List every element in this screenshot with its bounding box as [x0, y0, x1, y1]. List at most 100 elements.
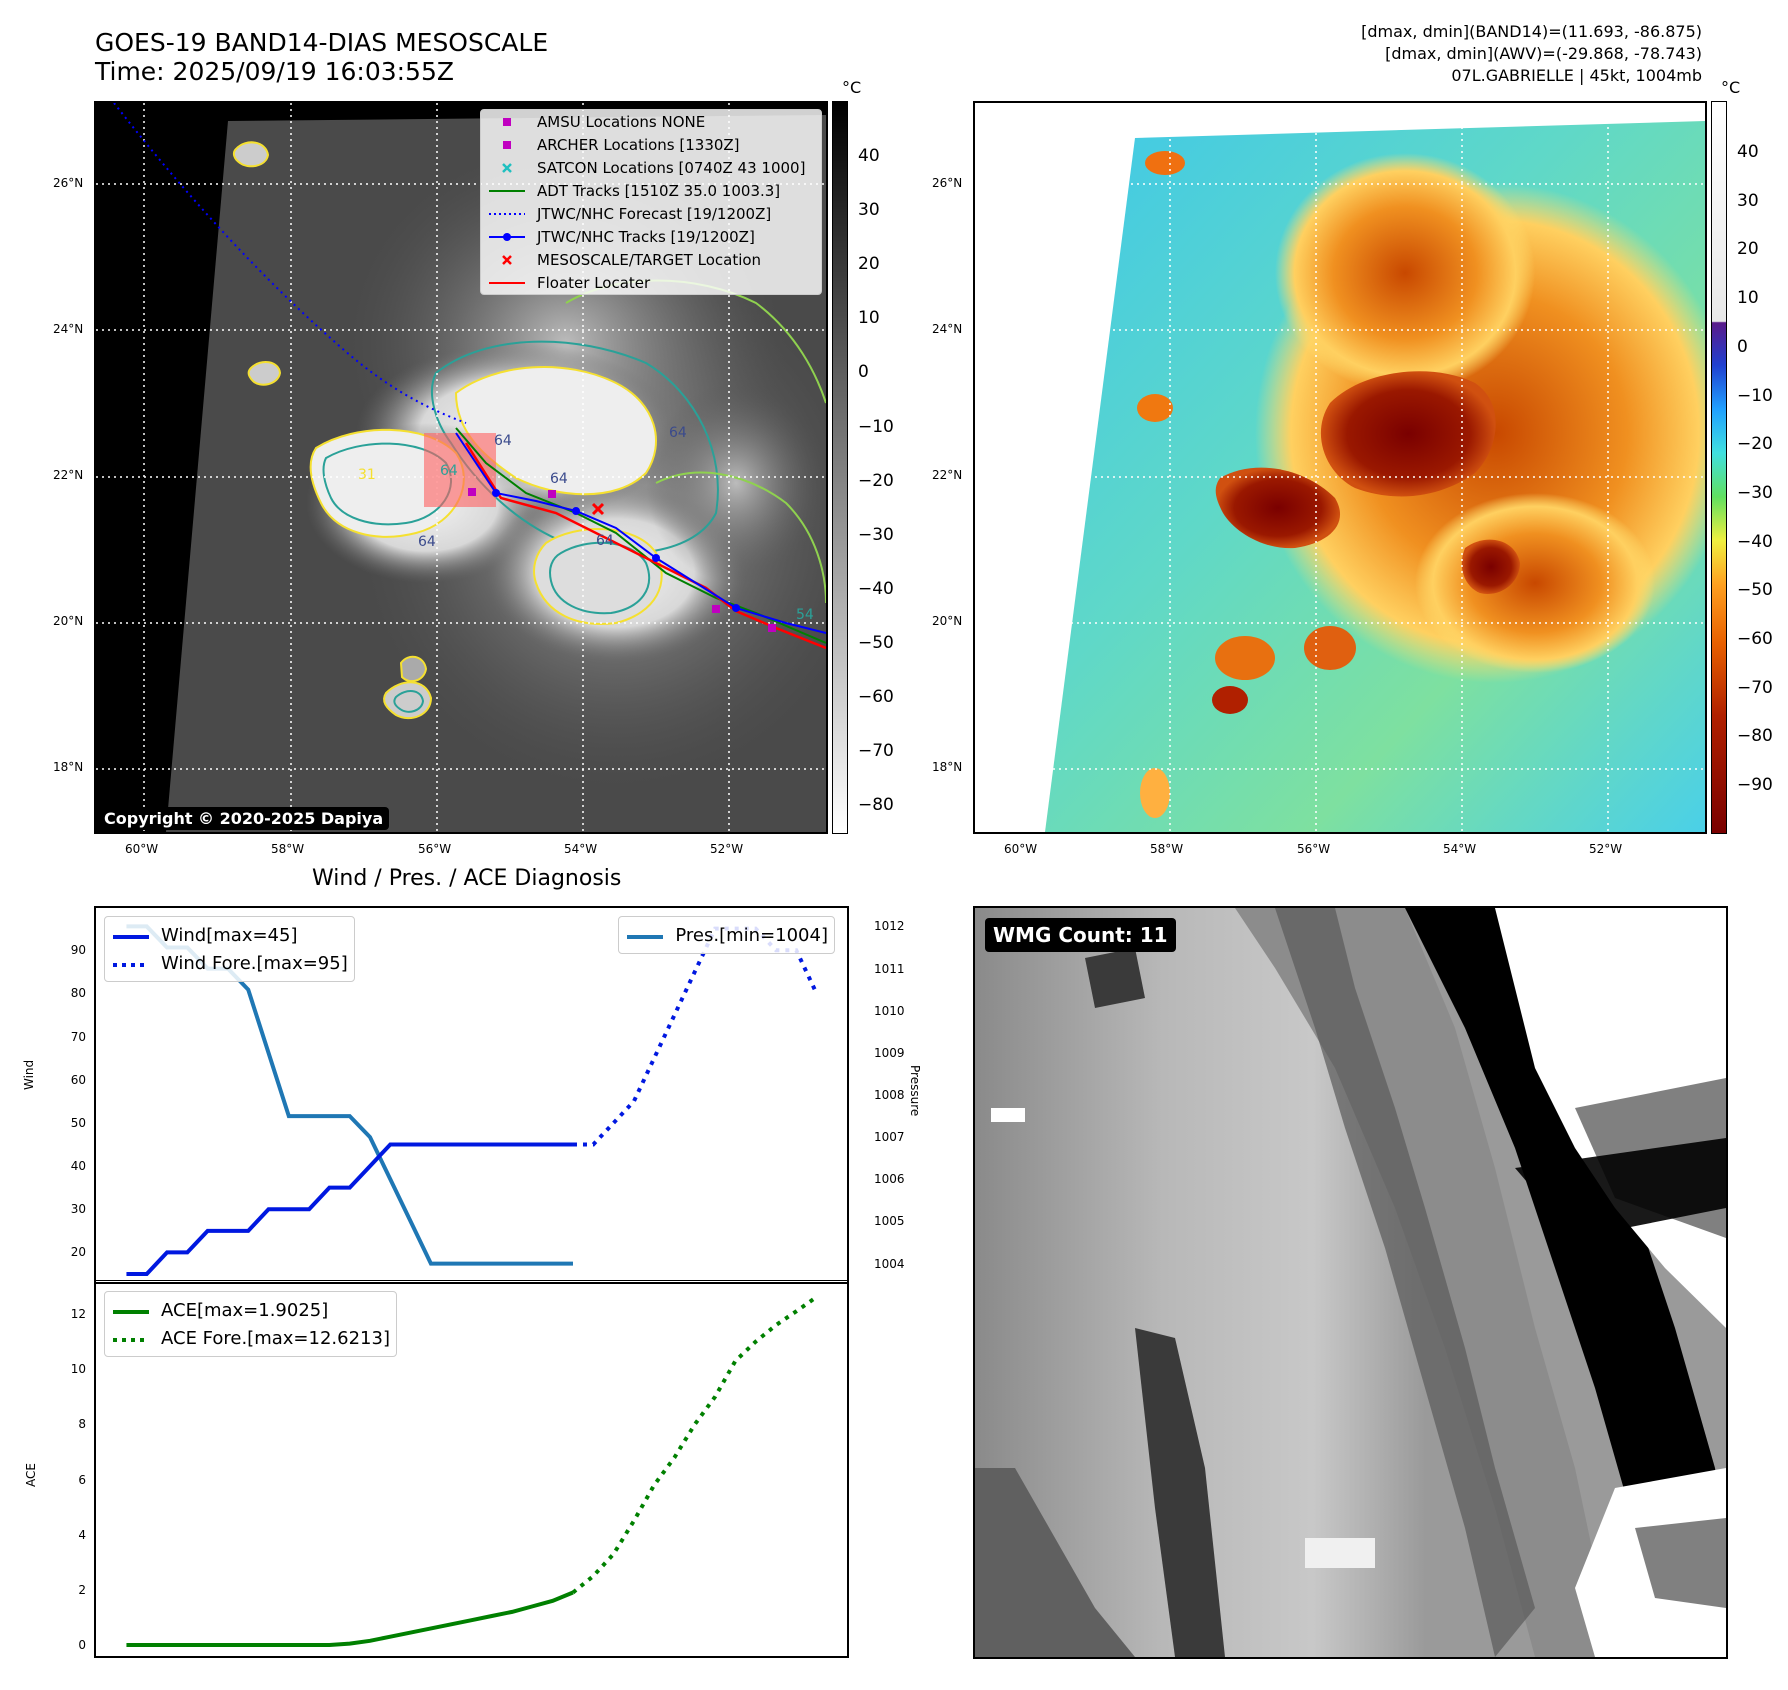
- legend-label: Wind[max=45]: [161, 924, 298, 946]
- legend-item: Pres.[min=1004]: [619, 921, 834, 949]
- info-line-awv: [dmax, dmin](AWV)=(-29.868, -78.743): [1385, 44, 1702, 63]
- lon-label: 58°W: [1150, 842, 1184, 856]
- legend-label: Pres.[min=1004]: [675, 924, 828, 946]
- square-marker-icon: [487, 115, 527, 129]
- lon-label: 58°W: [271, 842, 305, 856]
- colorbar-tick-label: 10: [858, 308, 880, 329]
- colorbar-tick-label: −30: [858, 524, 894, 545]
- ace-tick-label: 12: [70, 1307, 86, 1322]
- lat-label: 26°N: [53, 176, 84, 190]
- legend-item: Wind Fore.[max=95]: [105, 949, 354, 977]
- wind-forecast-line: [572, 926, 819, 1147]
- awv-map-panel: [973, 101, 1707, 834]
- pressure-tick-label: 1012: [874, 919, 905, 934]
- wmg-count-badge: WMG Count: 11: [985, 918, 1176, 952]
- pressure-tick-label: 1005: [874, 1214, 905, 1229]
- colorbar-tick-label: −80: [858, 795, 894, 816]
- dotted-line-icon: [111, 1331, 151, 1345]
- lat-label: 22°N: [53, 468, 84, 482]
- colorbar-tick-label: −20: [1737, 434, 1773, 455]
- lon-label: 56°W: [1297, 842, 1331, 856]
- ace-tick-label: 8: [78, 1417, 86, 1432]
- legend-item: ACE[max=1.9025]: [105, 1296, 396, 1324]
- wind-tick-label: 40: [70, 1159, 86, 1174]
- wind-tick-label: 20: [70, 1245, 86, 1260]
- colorbar-tick-label: 40: [858, 146, 880, 166]
- lat-label: 26°N: [932, 176, 963, 190]
- solid-line-icon: [111, 1303, 151, 1317]
- lon-label: 54°W: [564, 842, 598, 856]
- wind-tick-label: 60: [70, 1072, 86, 1087]
- ace-plot: [126, 1295, 818, 1647]
- wind-tick-label: 70: [70, 1029, 86, 1044]
- pressure-tick-label: 1008: [874, 1088, 905, 1102]
- contour-label: 31: [358, 467, 376, 483]
- legend-label: ACE[max=1.9025]: [161, 1299, 329, 1321]
- pressure-tick-label: 1004: [874, 1256, 905, 1271]
- legend-item: JTWC/NHC Forecast [19/1200Z]: [481, 202, 821, 225]
- colorbar-unit: °C: [842, 78, 862, 97]
- lon-label: 52°W: [1589, 842, 1623, 856]
- legend-label: JTWC/NHC Tracks [19/1200Z]: [537, 227, 755, 246]
- awv-map-image: [975, 103, 1705, 832]
- wmg-image: [975, 908, 1726, 1657]
- colorbar-tick-label: −30: [1737, 482, 1773, 503]
- colorbar-tick-label: −10: [858, 416, 894, 437]
- colorbar-tick-label: −80: [1737, 726, 1773, 747]
- map-legend: AMSU Locations NONE ARCHER Locations [13…: [480, 109, 822, 295]
- contour-label: 64: [596, 533, 614, 549]
- wind-tick-label: 50: [70, 1115, 86, 1130]
- legend-label: AMSU Locations NONE: [537, 112, 706, 131]
- lat-label: 24°N: [53, 322, 84, 336]
- diagnosis-title: Wind / Pres. / ACE Diagnosis: [312, 866, 622, 891]
- wind-tick-label: 30: [70, 1202, 86, 1217]
- lon-label: 60°W: [1004, 842, 1038, 856]
- lon-label: 60°W: [125, 842, 159, 856]
- colorbar-tick-label: −70: [858, 741, 894, 762]
- figure-title: GOES-19 BAND14-DIAS MESOSCALE: [95, 28, 549, 57]
- lon-label: 52°W: [710, 842, 744, 856]
- colorbar-tick-label: 30: [858, 200, 880, 221]
- lat-label: 20°N: [932, 614, 963, 628]
- ace-forecast-line: [571, 1295, 818, 1595]
- ace-axis-label: ACE: [24, 1463, 38, 1487]
- legend-item: Floater Locater: [481, 271, 821, 294]
- info-line-storm: 07L.GABRIELLE | 45kt, 1004mb: [1451, 66, 1702, 85]
- colorbar-tick-label: 0: [1737, 336, 1748, 357]
- ace-tick-label: 10: [70, 1362, 86, 1377]
- legend-label: ARCHER Locations [1330Z]: [537, 135, 740, 154]
- colorbar-tick-label: 0: [858, 362, 869, 383]
- wind-pressure-axes: Wind[max=45] Wind Fore.[max=95] Pres.[mi…: [94, 906, 849, 1284]
- info-line-band14: [dmax, dmin](BAND14)=(11.693, -86.875): [1361, 22, 1702, 41]
- wind-tick-label: 90: [70, 943, 86, 958]
- contour-label: 64: [550, 471, 568, 487]
- colorbar-tick-label: −90: [1737, 775, 1773, 796]
- legend-label: Wind Fore.[max=95]: [161, 952, 348, 974]
- wind-axis-label: Wind: [22, 1059, 36, 1090]
- colorbar-tick-label: −60: [1737, 629, 1773, 649]
- line-dot-marker-icon: [487, 230, 527, 244]
- legend-label: JTWC/NHC Forecast [19/1200Z]: [537, 204, 772, 223]
- legend-item: AMSU Locations NONE: [481, 110, 821, 133]
- solid-line-icon: [625, 928, 665, 942]
- colorbar-tick-label: −50: [858, 632, 894, 653]
- ace-tick-label: 4: [78, 1527, 86, 1542]
- x-marker-icon: [487, 253, 527, 267]
- lon-label: 54°W: [1443, 842, 1477, 856]
- copyright-badge: Copyright © 2020-2025 Dapiya: [98, 807, 390, 830]
- legend-item: MESOSCALE/TARGET Location: [481, 248, 821, 271]
- colorbar-tick-label: −10: [1737, 385, 1773, 406]
- ace-tick-label: 0: [78, 1637, 86, 1652]
- legend-label: ADT Tracks [1510Z 35.0 1003.3]: [537, 181, 781, 200]
- colorbar-tick-label: −20: [858, 470, 894, 491]
- legend-item: SATCON Locations [0740Z 43 1000]: [481, 156, 821, 179]
- legend-label: MESOSCALE/TARGET Location: [537, 250, 762, 269]
- lat-label: 18°N: [932, 760, 963, 774]
- contour-label: 64: [494, 433, 512, 449]
- colorbar-tick-label: 10: [1737, 288, 1759, 309]
- contour-label: 64: [669, 425, 687, 441]
- pressure-tick-label: 1006: [874, 1172, 905, 1187]
- square-marker-icon: [487, 138, 527, 152]
- colorbar-tick-label: 40: [1737, 142, 1759, 162]
- legend-label: SATCON Locations [0740Z 43 1000]: [537, 158, 806, 177]
